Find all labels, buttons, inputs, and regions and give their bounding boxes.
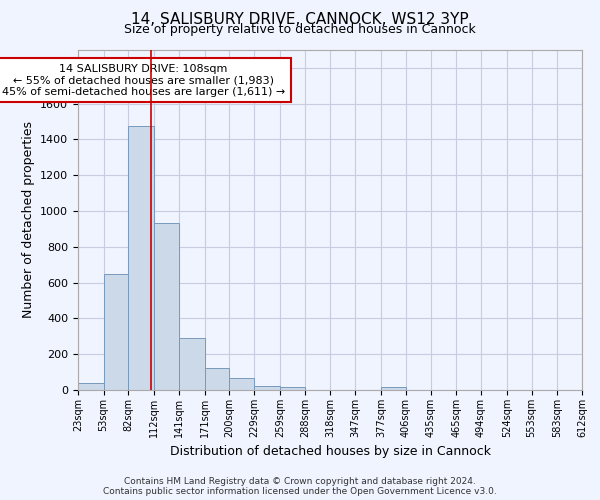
Bar: [381, 388, 406, 390]
Bar: [179, 338, 205, 390]
Bar: [205, 368, 229, 390]
Text: 14, SALISBURY DRIVE, CANNOCK, WS12 3YP: 14, SALISBURY DRIVE, CANNOCK, WS12 3YP: [131, 12, 469, 28]
Bar: [254, 386, 280, 390]
Y-axis label: Number of detached properties: Number of detached properties: [22, 122, 35, 318]
Bar: [280, 388, 305, 390]
Text: Size of property relative to detached houses in Cannock: Size of property relative to detached ho…: [124, 22, 476, 36]
Bar: [229, 378, 254, 390]
Bar: [78, 383, 104, 390]
Bar: [128, 126, 154, 390]
Text: 14 SALISBURY DRIVE: 108sqm
← 55% of detached houses are smaller (1,983)
45% of s: 14 SALISBURY DRIVE: 108sqm ← 55% of deta…: [2, 64, 285, 97]
X-axis label: Distribution of detached houses by size in Cannock: Distribution of detached houses by size …: [170, 446, 491, 458]
Text: Contains HM Land Registry data © Crown copyright and database right 2024.
Contai: Contains HM Land Registry data © Crown c…: [103, 476, 497, 496]
Bar: [154, 222, 179, 390]
Bar: [104, 274, 128, 390]
